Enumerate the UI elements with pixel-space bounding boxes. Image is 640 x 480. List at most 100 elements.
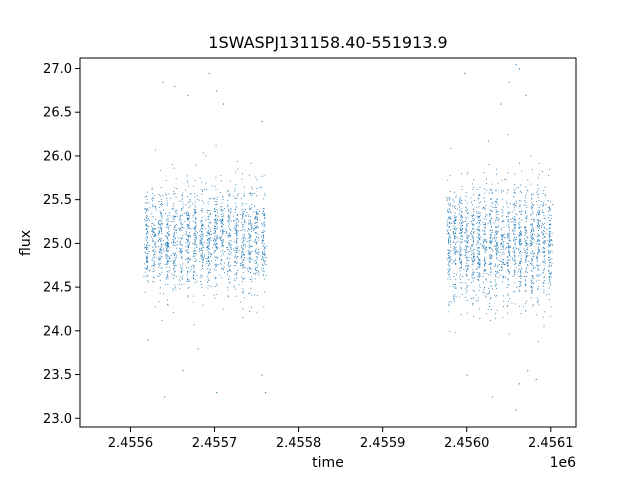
data-point <box>519 211 521 213</box>
data-point <box>167 283 169 285</box>
data-point <box>249 235 251 237</box>
data-point <box>249 208 251 210</box>
data-point <box>526 252 528 254</box>
data-point <box>152 268 154 270</box>
data-point <box>449 216 450 218</box>
data-point <box>531 226 533 228</box>
data-point <box>478 250 480 252</box>
data-point <box>478 263 480 265</box>
data-point <box>187 218 189 219</box>
data-point <box>454 218 456 220</box>
data-point <box>167 227 169 228</box>
data-point <box>537 273 539 275</box>
data-point <box>205 155 207 157</box>
data-point <box>501 269 503 271</box>
data-point <box>549 278 551 280</box>
data-point <box>543 282 545 284</box>
data-point <box>158 231 160 232</box>
data-point <box>146 257 148 259</box>
data-point <box>490 189 492 191</box>
data-point <box>180 243 182 245</box>
data-point <box>513 226 515 228</box>
data-point <box>520 274 522 276</box>
data-point <box>238 221 240 222</box>
data-point <box>216 392 218 394</box>
data-point <box>531 208 533 210</box>
data-point <box>526 230 527 232</box>
data-point <box>205 182 207 184</box>
data-point <box>165 266 167 268</box>
data-point <box>510 246 511 248</box>
data-point <box>508 226 510 228</box>
data-point <box>530 183 532 185</box>
data-point <box>473 186 474 188</box>
data-point <box>166 254 168 256</box>
data-point <box>174 227 176 228</box>
data-point <box>502 245 504 247</box>
data-point <box>255 236 257 238</box>
data-point <box>146 198 148 200</box>
data-point <box>447 211 449 213</box>
data-point <box>507 259 509 261</box>
data-point <box>463 249 465 251</box>
data-point <box>514 237 515 239</box>
data-point <box>244 230 246 232</box>
data-point <box>451 262 453 264</box>
data-point <box>488 274 489 276</box>
data-point <box>468 257 470 258</box>
data-point <box>521 234 523 236</box>
data-point <box>532 303 534 305</box>
data-point <box>483 217 485 219</box>
data-point <box>471 252 473 254</box>
data-point <box>147 231 149 233</box>
data-point <box>471 274 473 276</box>
data-point <box>471 259 473 261</box>
data-point <box>479 194 481 196</box>
data-point <box>146 269 148 271</box>
data-point <box>242 212 243 214</box>
data-point <box>448 240 450 242</box>
data-point <box>207 245 209 247</box>
data-point <box>166 263 168 265</box>
data-point <box>233 265 235 267</box>
data-point <box>264 263 266 265</box>
data-point <box>532 287 534 289</box>
data-point <box>468 265 470 267</box>
data-point <box>202 244 204 246</box>
data-point <box>206 268 208 270</box>
data-point <box>214 297 216 299</box>
data-point <box>476 255 478 257</box>
data-point <box>518 255 520 257</box>
data-point <box>502 243 504 245</box>
data-point <box>477 194 479 196</box>
data-point <box>216 226 218 228</box>
data-point <box>508 247 510 249</box>
data-point <box>208 265 210 267</box>
data-point <box>255 221 257 223</box>
data-point <box>152 249 154 251</box>
data-point <box>193 271 195 273</box>
data-point <box>258 237 260 239</box>
data-point <box>454 294 456 296</box>
data-point <box>548 219 550 221</box>
data-point <box>216 247 218 249</box>
data-point <box>494 285 496 287</box>
data-point <box>478 258 480 260</box>
data-point <box>536 212 538 213</box>
data-point <box>195 236 197 238</box>
data-point <box>488 287 490 289</box>
data-point <box>459 232 461 234</box>
data-point <box>466 229 468 231</box>
data-point <box>227 249 229 251</box>
data-point <box>216 242 218 244</box>
data-point <box>510 203 511 205</box>
data-point <box>245 215 247 217</box>
data-point <box>469 250 471 252</box>
data-point <box>250 279 252 281</box>
data-point <box>201 220 203 222</box>
data-point <box>492 250 494 252</box>
data-point <box>193 267 195 269</box>
data-point <box>496 248 498 249</box>
data-point <box>498 218 500 220</box>
data-point <box>453 228 455 230</box>
